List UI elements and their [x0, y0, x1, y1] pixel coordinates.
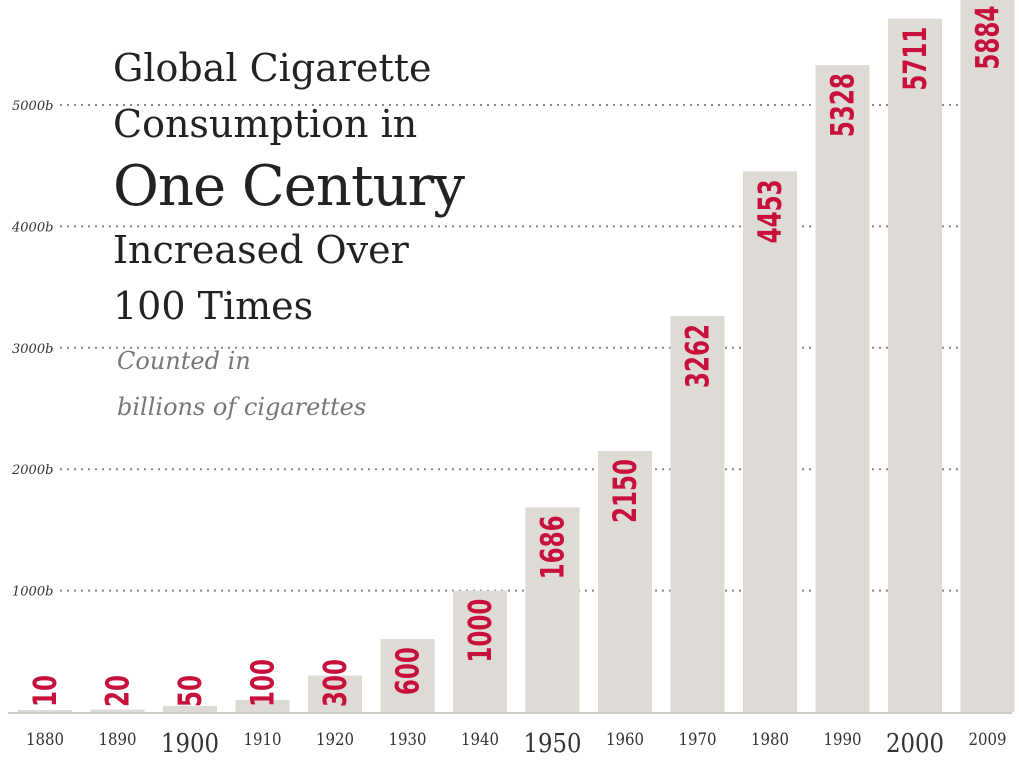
x-tick-label: 1910 — [244, 730, 282, 750]
subtitle-line-2: billions of cigarettes — [117, 393, 367, 421]
y-tick-label: 4000b — [11, 220, 53, 235]
chart-subtitle: Counted in billions of cigarettes — [117, 338, 366, 430]
title-line-2: Consumption in — [113, 102, 418, 146]
bar — [743, 171, 797, 712]
bar — [960, 0, 1015, 713]
x-tick-label: 1940 — [461, 730, 499, 750]
bar — [815, 65, 870, 713]
bars — [18, 0, 1015, 713]
x-tick-label: 1890 — [99, 730, 137, 750]
x-tick-label: 1950 — [524, 729, 582, 759]
value-label: 300 — [316, 659, 354, 707]
x-tick-label: 1970 — [679, 730, 717, 750]
x-tick-label: 1880 — [26, 730, 64, 750]
y-tick-label: 5000b — [12, 99, 53, 114]
x-tick-label: 2009 — [969, 730, 1007, 750]
value-label: 20 — [99, 675, 137, 707]
title-line-1: Global Cigarette — [113, 46, 432, 90]
x-tick-label: 1980 — [751, 730, 789, 750]
bar — [308, 675, 362, 712]
value-label: 5711 — [896, 27, 934, 91]
chart-title: Global Cigarette Consumption in One Cent… — [113, 40, 465, 334]
bar — [598, 450, 652, 712]
value-label: 1000 — [461, 599, 499, 663]
bar — [453, 590, 507, 712]
value-labels: 10 20 50 100 300 600 1000 1686 2150 3262 4453 5328 5… — [26, 6, 1007, 707]
x-tick-labels: 1880 1890 1900 1910 1920 1930 1940 1950 1960 1970… — [26, 729, 1007, 759]
bar — [163, 705, 217, 712]
y-tick-label: 2000b — [11, 463, 53, 478]
value-label: 2150 — [606, 459, 644, 523]
value-label: 100 — [244, 659, 282, 707]
x-tick-label: 1960 — [606, 730, 644, 750]
value-label: 3262 — [679, 324, 717, 388]
title-line-3: One Century — [113, 154, 465, 219]
bar — [670, 315, 725, 712]
title-line-4: Increased Over — [113, 228, 409, 272]
y-tick-label: 1000b — [12, 585, 53, 600]
x-tick-label: 1930 — [389, 730, 427, 750]
value-label: 600 — [389, 647, 427, 695]
bar — [235, 699, 290, 712]
bar — [90, 709, 145, 712]
value-label: 4453 — [751, 179, 789, 243]
bar — [380, 639, 435, 712]
value-label: 1686 — [534, 515, 572, 579]
bar — [888, 18, 942, 713]
x-tick-label: 1900 — [161, 729, 219, 759]
subtitle-line-1: Counted in — [117, 347, 251, 375]
value-label: 5328 — [824, 73, 862, 137]
value-label: 5884 — [969, 6, 1007, 70]
x-tick-label: 2000 — [886, 729, 944, 759]
y-tick-label: 3000b — [12, 342, 53, 357]
value-label: 50 — [171, 675, 209, 707]
bar — [18, 710, 72, 712]
y-tick-labels: 1000b 2000b 3000b 4000b 5000b — [11, 99, 53, 600]
bar — [525, 507, 580, 712]
x-tick-label: 1990 — [824, 730, 862, 750]
value-label: 10 — [26, 675, 64, 707]
title-line-5: 100 Times — [113, 284, 314, 328]
x-tick-label: 1920 — [316, 730, 354, 750]
